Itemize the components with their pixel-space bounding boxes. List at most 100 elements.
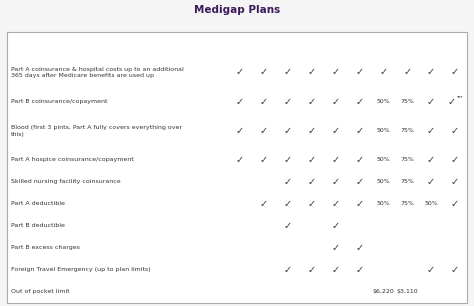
Text: Part A coinsurance & hospital costs up to an additional
365 days after Medicare : Part A coinsurance & hospital costs up t… (11, 67, 183, 78)
Text: ✓: ✓ (236, 155, 244, 165)
Bar (323, 113, 347, 149)
Text: ✓: ✓ (331, 243, 339, 253)
Text: 50%: 50% (376, 179, 390, 185)
Text: ✓: ✓ (451, 199, 459, 209)
Text: G: G (356, 39, 363, 48)
Text: ✓: ✓ (283, 155, 292, 165)
Text: 50%: 50% (376, 99, 390, 104)
Text: ✓: ✓ (283, 68, 292, 77)
Text: ✓: ✓ (355, 243, 364, 253)
Text: A: A (237, 39, 243, 48)
Text: L: L (405, 39, 410, 48)
Text: ✓: ✓ (331, 199, 339, 209)
Text: ✓: ✓ (403, 68, 411, 77)
Text: ✓: ✓ (447, 97, 456, 106)
Text: ✓: ✓ (236, 97, 244, 106)
Text: Part A hospice coinsurance/copayment: Part A hospice coinsurance/copayment (11, 158, 134, 162)
Text: ✓: ✓ (308, 199, 316, 209)
Text: F: F (333, 39, 338, 48)
Text: ✓: ✓ (283, 126, 292, 136)
Text: ✓: ✓ (260, 97, 268, 106)
Text: K: K (380, 39, 386, 48)
Text: ✓: ✓ (260, 68, 268, 77)
Text: ✓: ✓ (331, 126, 339, 136)
Text: ✓: ✓ (331, 97, 339, 106)
Text: ***: *** (457, 96, 464, 100)
Text: Part B deductible: Part B deductible (11, 223, 65, 229)
Text: Skilled nursing facility coinsurance: Skilled nursing facility coinsurance (11, 179, 120, 185)
Text: $6,220: $6,220 (373, 289, 394, 294)
Bar (323, 149, 347, 171)
Bar (7, 215, 467, 237)
Text: $3,110: $3,110 (396, 289, 418, 294)
Bar (7, 91, 467, 113)
Bar (323, 54, 347, 91)
Text: 75%: 75% (400, 179, 414, 185)
Text: 50%: 50% (376, 158, 390, 162)
Text: ✓: ✓ (331, 265, 339, 275)
Text: 50%: 50% (376, 201, 390, 207)
Text: ✓: ✓ (283, 97, 292, 106)
Text: ✓: ✓ (283, 199, 292, 209)
Text: ✓: ✓ (355, 265, 364, 275)
Text: ✓: ✓ (331, 221, 339, 231)
Text: Medigap Plans: Medigap Plans (194, 5, 280, 15)
Bar (323, 91, 347, 113)
Text: ✓: ✓ (260, 126, 268, 136)
Text: ✓: ✓ (451, 68, 459, 77)
Bar (7, 281, 467, 303)
Text: ✓: ✓ (308, 155, 316, 165)
Text: ✓: ✓ (260, 199, 268, 209)
Text: ✓: ✓ (308, 265, 316, 275)
Text: ✓: ✓ (308, 68, 316, 77)
Bar (7, 113, 467, 149)
Text: ✓: ✓ (355, 97, 364, 106)
Text: Blood (first 3 pints, Part A fully covers everything over
this): Blood (first 3 pints, Part A fully cover… (11, 125, 182, 136)
Text: ✓: ✓ (283, 177, 292, 187)
Text: B: B (261, 39, 266, 48)
Bar (7, 171, 467, 193)
Text: ✓: ✓ (451, 177, 459, 187)
Bar (323, 193, 347, 215)
Text: Part A deductible: Part A deductible (11, 201, 65, 207)
Text: 75%: 75% (400, 201, 414, 207)
Text: 75%: 75% (400, 128, 414, 133)
Text: ✓: ✓ (427, 155, 435, 165)
Text: 75%: 75% (400, 158, 414, 162)
Text: Part B coinsurance/copayment: Part B coinsurance/copayment (11, 99, 108, 104)
Text: ✓: ✓ (427, 177, 435, 187)
Text: ✓: ✓ (331, 155, 339, 165)
Text: 50%: 50% (424, 201, 438, 207)
Text: Part B excess charges: Part B excess charges (11, 245, 80, 250)
Text: ✓: ✓ (260, 155, 268, 165)
Bar (7, 237, 467, 259)
Text: ✓: ✓ (283, 265, 292, 275)
Text: D: D (308, 39, 315, 48)
Text: ✓: ✓ (451, 265, 459, 275)
Text: Out of pocket limit: Out of pocket limit (11, 289, 70, 294)
Bar (7, 54, 467, 91)
Text: ✓: ✓ (355, 177, 364, 187)
Text: 50%: 50% (376, 128, 390, 133)
Bar (7, 32, 467, 303)
Text: 75%: 75% (400, 99, 414, 104)
Text: C: C (285, 39, 291, 48)
Bar (323, 171, 347, 193)
Text: ✓: ✓ (331, 177, 339, 187)
Text: Benefits: Benefits (11, 39, 47, 48)
Bar (7, 193, 467, 215)
Text: ✓: ✓ (427, 68, 435, 77)
Text: ✓: ✓ (331, 68, 339, 77)
Text: ✓: ✓ (236, 68, 244, 77)
Text: Foreign Travel Emergency (up to plan limits): Foreign Travel Emergency (up to plan lim… (11, 267, 151, 272)
Text: ✓: ✓ (308, 177, 316, 187)
Text: ✓: ✓ (451, 155, 459, 165)
Text: ✓: ✓ (283, 221, 292, 231)
Text: ✓: ✓ (308, 97, 316, 106)
Bar (323, 281, 347, 303)
Text: ✓: ✓ (236, 126, 244, 136)
Text: M: M (427, 39, 435, 48)
Text: ✓: ✓ (427, 126, 435, 136)
Bar (323, 215, 347, 237)
Text: ✓: ✓ (451, 126, 459, 136)
